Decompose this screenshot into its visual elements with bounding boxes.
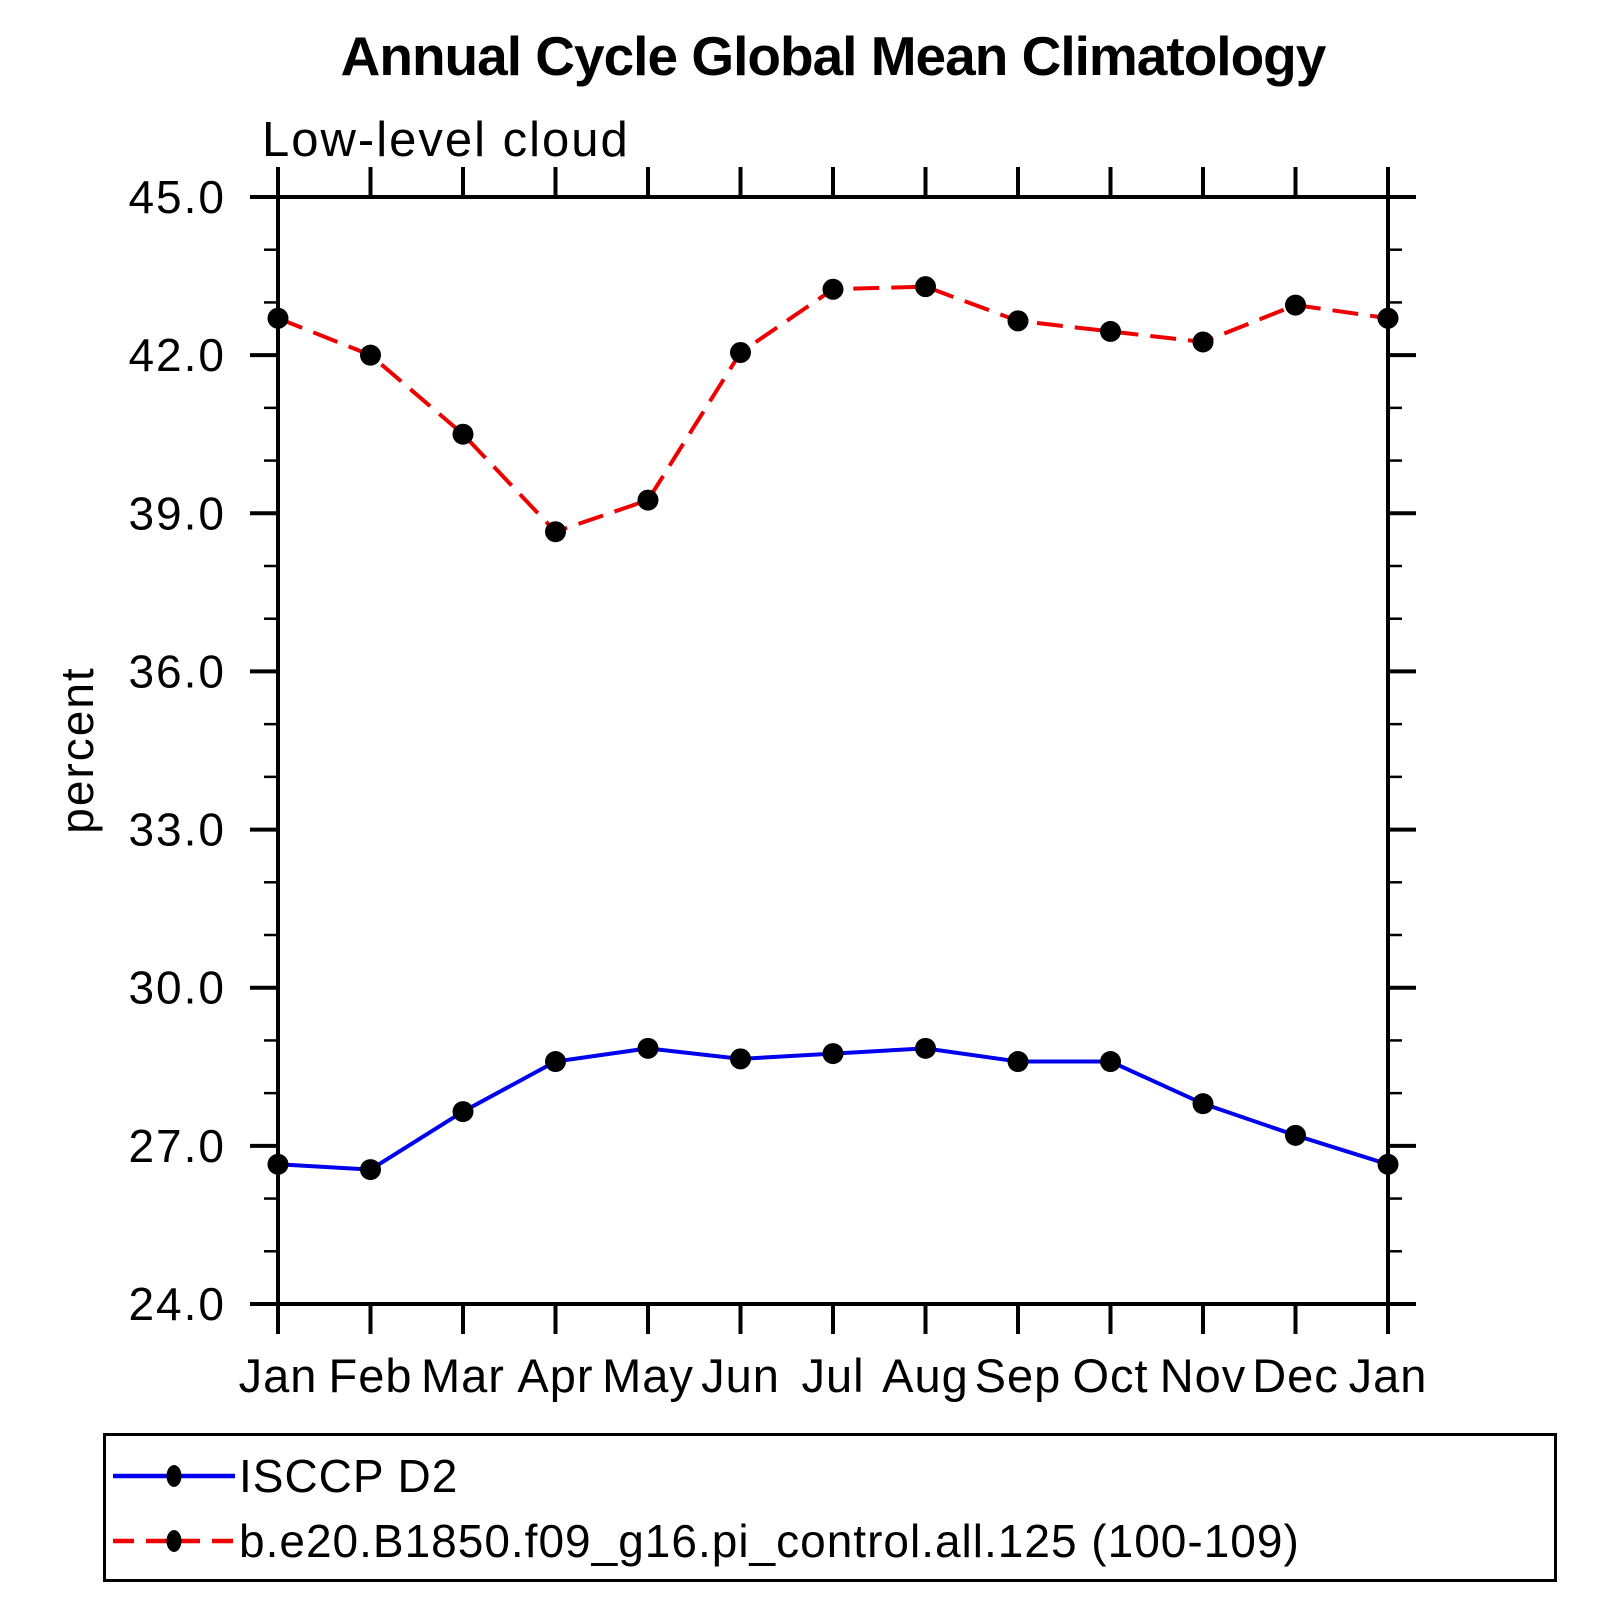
plot-frame [276,195,1390,1306]
chart-subtitle: Low-level cloud [262,113,630,167]
data-point-series-1 [730,342,751,364]
legend-label: b.e20.B1850.f09_g16.pi_control.all.125 (… [239,1515,1300,1567]
x-tick-label: Feb [329,1349,413,1402]
data-point-series-0 [545,1051,566,1073]
legend-item-isccp-d2: ISCCP D2 [111,1450,458,1502]
data-point-series-1 [267,307,289,329]
y-tick-label: 24.0 [128,1278,226,1330]
data-point-series-0 [267,1153,289,1175]
data-point-series-0 [1377,1153,1399,1175]
x-tick-label: Jan [1349,1349,1428,1402]
x-tick-label: Apr [517,1349,593,1402]
data-point-series-1 [1285,294,1306,316]
data-point-series-1 [545,521,566,543]
x-tick-label: Dec [1252,1349,1339,1402]
data-point-series-1 [1192,331,1214,353]
y-tick-label: 33.0 [128,804,226,856]
legend-swatch-solid-line-icon [113,1465,235,1487]
data-point-series-0 [1100,1051,1121,1073]
data-point-series-1 [915,276,936,298]
chart-title: Annual Cycle Global Mean Climatology [340,25,1327,87]
data-point-series-1 [1007,310,1029,332]
data-point-series-0 [637,1037,659,1059]
data-point-series-0 [1192,1093,1214,1115]
data-point-series-1 [452,423,474,445]
x-tick-label: Aug [882,1349,969,1402]
x-tick-label: Mar [421,1349,505,1402]
legend-label: ISCCP D2 [239,1450,459,1502]
y-tick-label: 30.0 [128,962,226,1014]
data-point-series-1 [1377,307,1399,329]
legend-marker-dot [166,1530,182,1552]
legend: ISCCP D2 b.e20.B1850.f09_g16.pi_control.… [103,1433,1557,1582]
data-point-series-0 [360,1159,381,1181]
y-tick-label: 39.0 [128,487,226,539]
legend-swatch-dashed-line-icon [113,1530,235,1552]
y-tick-label: 42.0 [128,329,226,381]
series-line-0 [277,1046,1389,1172]
data-point-series-0 [822,1043,844,1065]
data-point-series-0 [915,1037,936,1059]
data-point-series-1 [1100,320,1121,342]
x-tick-label: Jul [801,1349,864,1402]
x-tick-label: May [602,1349,694,1402]
x-tick-label: Sep [975,1349,1062,1402]
data-point-series-0 [730,1048,751,1070]
data-point-series-1 [360,344,381,366]
x-tick-label: Jun [701,1349,780,1402]
legend-marker-dot [166,1465,182,1487]
y-tick-label: 45.0 [128,171,226,223]
data-point-series-1 [822,278,844,300]
y-tick-label: 36.0 [128,645,226,697]
data-point-series-0 [452,1101,474,1123]
legend-item-model-run: b.e20.B1850.f09_g16.pi_control.all.125 (… [111,1515,1300,1567]
x-tick-label: Oct [1072,1349,1148,1402]
data-point-series-1 [637,489,659,511]
x-tick-label: Nov [1160,1349,1247,1402]
data-point-series-0 [1285,1124,1306,1146]
x-tick-label: Jan [239,1349,318,1402]
y-tick-label: 27.0 [128,1120,226,1172]
series-line-1 [277,284,1389,535]
data-point-series-0 [1007,1051,1029,1073]
